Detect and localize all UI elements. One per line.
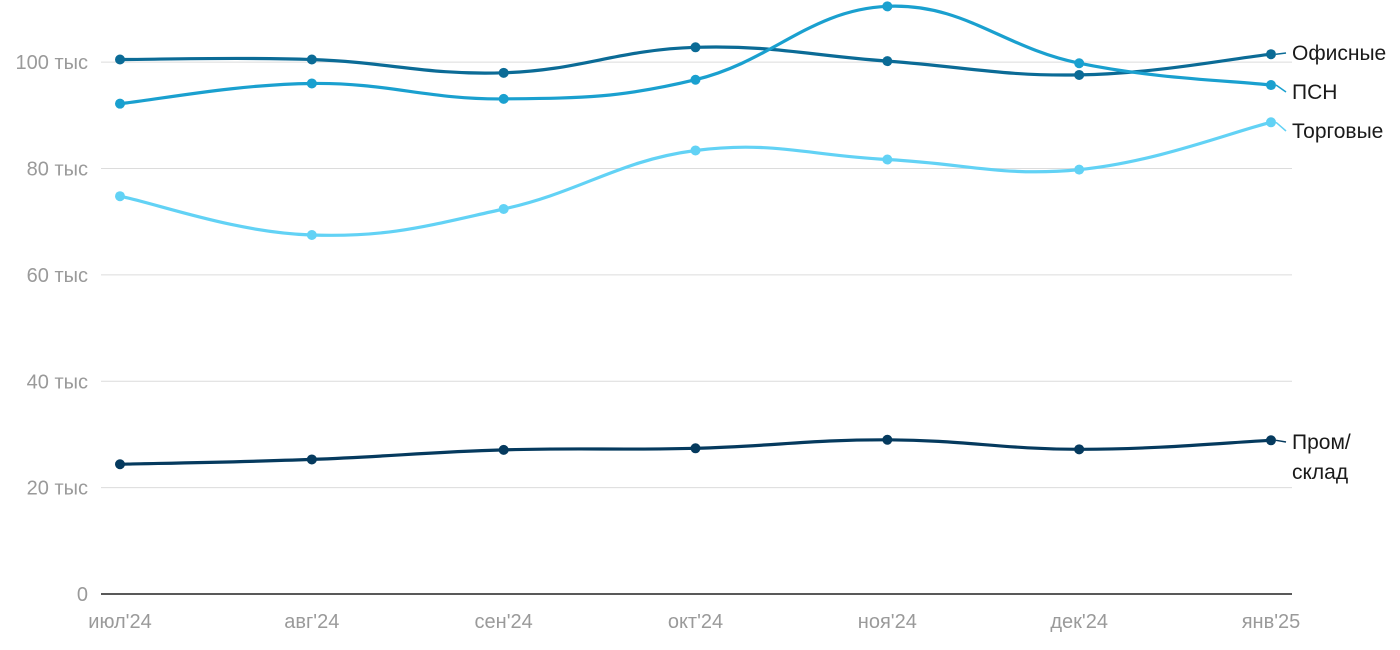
data-point [882, 434, 893, 445]
data-point [690, 42, 701, 53]
gridlines [101, 61, 1292, 595]
data-point [1266, 80, 1276, 91]
series-0 [115, 42, 1276, 80]
series-label: Торговые [1292, 120, 1383, 143]
data-point [115, 459, 125, 470]
x-tick-label: авг'24 [284, 611, 339, 633]
data-point [115, 54, 125, 65]
data-point [1074, 69, 1085, 80]
x-tick-label: окт'24 [668, 611, 723, 633]
data-point [1074, 164, 1085, 175]
x-tick-label: дек'24 [1050, 611, 1108, 633]
label-connector [1275, 52, 1287, 55]
series-line [118, 4, 1273, 106]
y-tick-label: 80 тыс [27, 159, 88, 181]
data-point [1266, 49, 1276, 60]
data-point [1266, 435, 1276, 446]
data-point [882, 154, 893, 165]
series-labels: Офисные ПСН Торговые Пром/склад [1275, 42, 1386, 484]
x-tick-label: июл'24 [88, 611, 151, 633]
y-tick-label: 20 тыс [27, 478, 88, 500]
y-tick-label: 0 [77, 584, 88, 606]
data-point [882, 1, 893, 12]
series-label: Пром/ [1292, 431, 1351, 454]
series-label: ПСН [1292, 81, 1337, 104]
data-point [498, 444, 509, 455]
data-point [1074, 58, 1085, 69]
series-2 [115, 117, 1276, 241]
data-point [690, 443, 701, 454]
series-line [118, 120, 1273, 237]
label-connector [1275, 84, 1287, 93]
x-tick-label: ноя'24 [858, 611, 917, 633]
label-connector [1275, 121, 1287, 132]
data-point [306, 78, 317, 89]
data-point [690, 74, 701, 85]
series-1 [115, 1, 1276, 109]
series-lines [115, 1, 1276, 470]
data-point [115, 191, 125, 202]
data-point [306, 54, 317, 65]
data-point [115, 98, 125, 109]
data-point [306, 454, 317, 465]
x-tick-label: янв'25 [1242, 611, 1301, 633]
data-point [498, 93, 509, 104]
data-point [498, 203, 509, 214]
series-3 [115, 434, 1276, 470]
y-tick-label: 40 тыс [27, 371, 88, 393]
x-tick-label: сен'24 [475, 611, 533, 633]
data-point [1266, 117, 1276, 128]
y-axis-tick-labels: 0 20 тыс 40 тыс 60 тыс 80 тыс 100 тыс [16, 52, 88, 606]
label-connector [1275, 439, 1287, 443]
data-point [306, 230, 317, 241]
y-tick-label: 60 тыс [27, 265, 88, 287]
series-label: склад [1292, 461, 1348, 484]
series-label: Офисные [1292, 42, 1386, 65]
data-point [690, 145, 701, 156]
data-point [1074, 444, 1085, 455]
data-point [498, 67, 509, 78]
x-axis-tick-labels: июл'24 авг'24 сен'24 окт'24 ноя'24 дек'24 янв'… [88, 611, 1300, 633]
y-tick-label: 100 тыс [16, 52, 88, 74]
data-point [882, 56, 893, 67]
